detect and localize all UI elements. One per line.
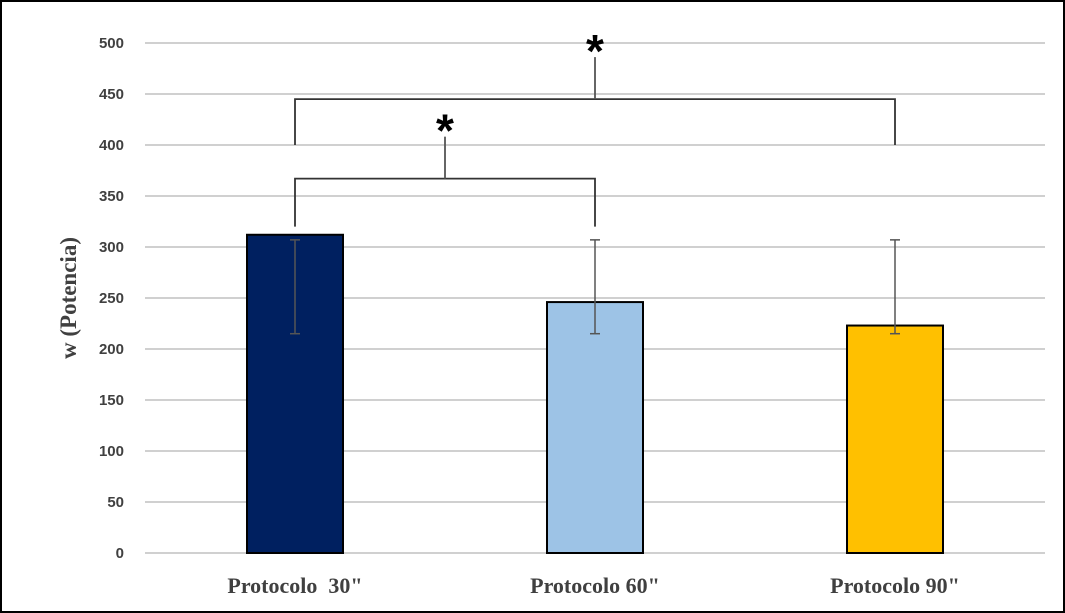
bracket-line <box>295 179 595 227</box>
y-tick-400: 400 <box>99 137 124 154</box>
y-tick-350: 350 <box>99 188 124 205</box>
x-tick-labels: Protocolo 30" Protocolo 60" Protocolo 90" <box>227 573 959 598</box>
significance-bracket-1: * <box>295 105 595 227</box>
y-tick-100: 100 <box>99 443 124 460</box>
y-tick-250: 250 <box>99 290 124 307</box>
y-tick-50: 50 <box>107 494 124 511</box>
bracket-line <box>295 99 895 145</box>
y-axis-label: w (Potencia) <box>56 237 81 359</box>
y-tick-150: 150 <box>99 392 124 409</box>
y-tick-450: 450 <box>99 86 124 103</box>
bar-3 <box>847 326 943 553</box>
x-tick-3: Protocolo 90" <box>830 573 960 598</box>
error-bars <box>290 240 900 334</box>
bar-2 <box>547 302 643 553</box>
y-tick-0: 0 <box>116 545 124 562</box>
significance-asterisk: * <box>586 25 604 77</box>
error-bar-3 <box>890 240 900 334</box>
x-tick-1: Protocolo 30" <box>227 573 362 598</box>
y-tick-200: 200 <box>99 341 124 358</box>
x-tick-2: Protocolo 60" <box>530 573 660 598</box>
y-tick-labels: 0 50 100 150 200 250 300 350 400 450 500 <box>99 35 124 562</box>
significance-asterisk: * <box>436 105 454 157</box>
y-tick-500: 500 <box>99 35 124 52</box>
y-tick-300: 300 <box>99 239 124 256</box>
